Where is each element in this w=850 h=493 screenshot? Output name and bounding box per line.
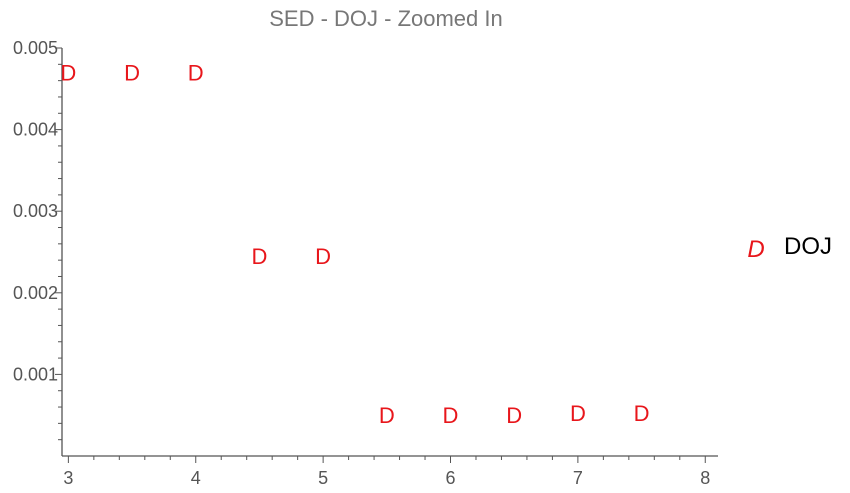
x-axis-ticks: 3 4 5 6 7 8 bbox=[63, 456, 710, 488]
y-tick-label: 0.001 bbox=[13, 364, 58, 384]
y-tick-label: 0.002 bbox=[13, 283, 58, 303]
y-tick-label: 0.003 bbox=[13, 201, 58, 221]
legend-marker-icon: D bbox=[747, 236, 764, 263]
data-point: D bbox=[379, 403, 395, 428]
data-point: D bbox=[443, 403, 459, 428]
y-tick-label: 0.005 bbox=[13, 38, 58, 58]
x-tick-label: 3 bbox=[63, 468, 73, 488]
legend-label: DOJ bbox=[784, 233, 832, 260]
x-tick-label: 8 bbox=[700, 468, 710, 488]
x-tick-label: 6 bbox=[445, 468, 455, 488]
data-point: D bbox=[570, 401, 586, 426]
data-point: D bbox=[124, 60, 140, 85]
data-point: D bbox=[251, 244, 267, 269]
x-tick-label: 4 bbox=[191, 468, 201, 488]
data-point: D bbox=[60, 60, 76, 85]
legend: D DOJ bbox=[747, 233, 832, 263]
x-tick-label: 7 bbox=[573, 468, 583, 488]
data-point: D bbox=[634, 401, 650, 426]
y-tick-label: 0.004 bbox=[13, 120, 58, 140]
data-point: D bbox=[188, 60, 204, 85]
axes bbox=[61, 48, 718, 457]
y-axis-ticks: 0.001 0.002 0.003 0.004 0.005 bbox=[13, 38, 62, 441]
x-tick-label: 5 bbox=[318, 468, 328, 488]
data-points: D D D D D D D D D D bbox=[60, 60, 649, 428]
data-point: D bbox=[315, 244, 331, 269]
chart-title: SED - DOJ - Zoomed In bbox=[269, 6, 503, 31]
data-point: D bbox=[506, 403, 522, 428]
